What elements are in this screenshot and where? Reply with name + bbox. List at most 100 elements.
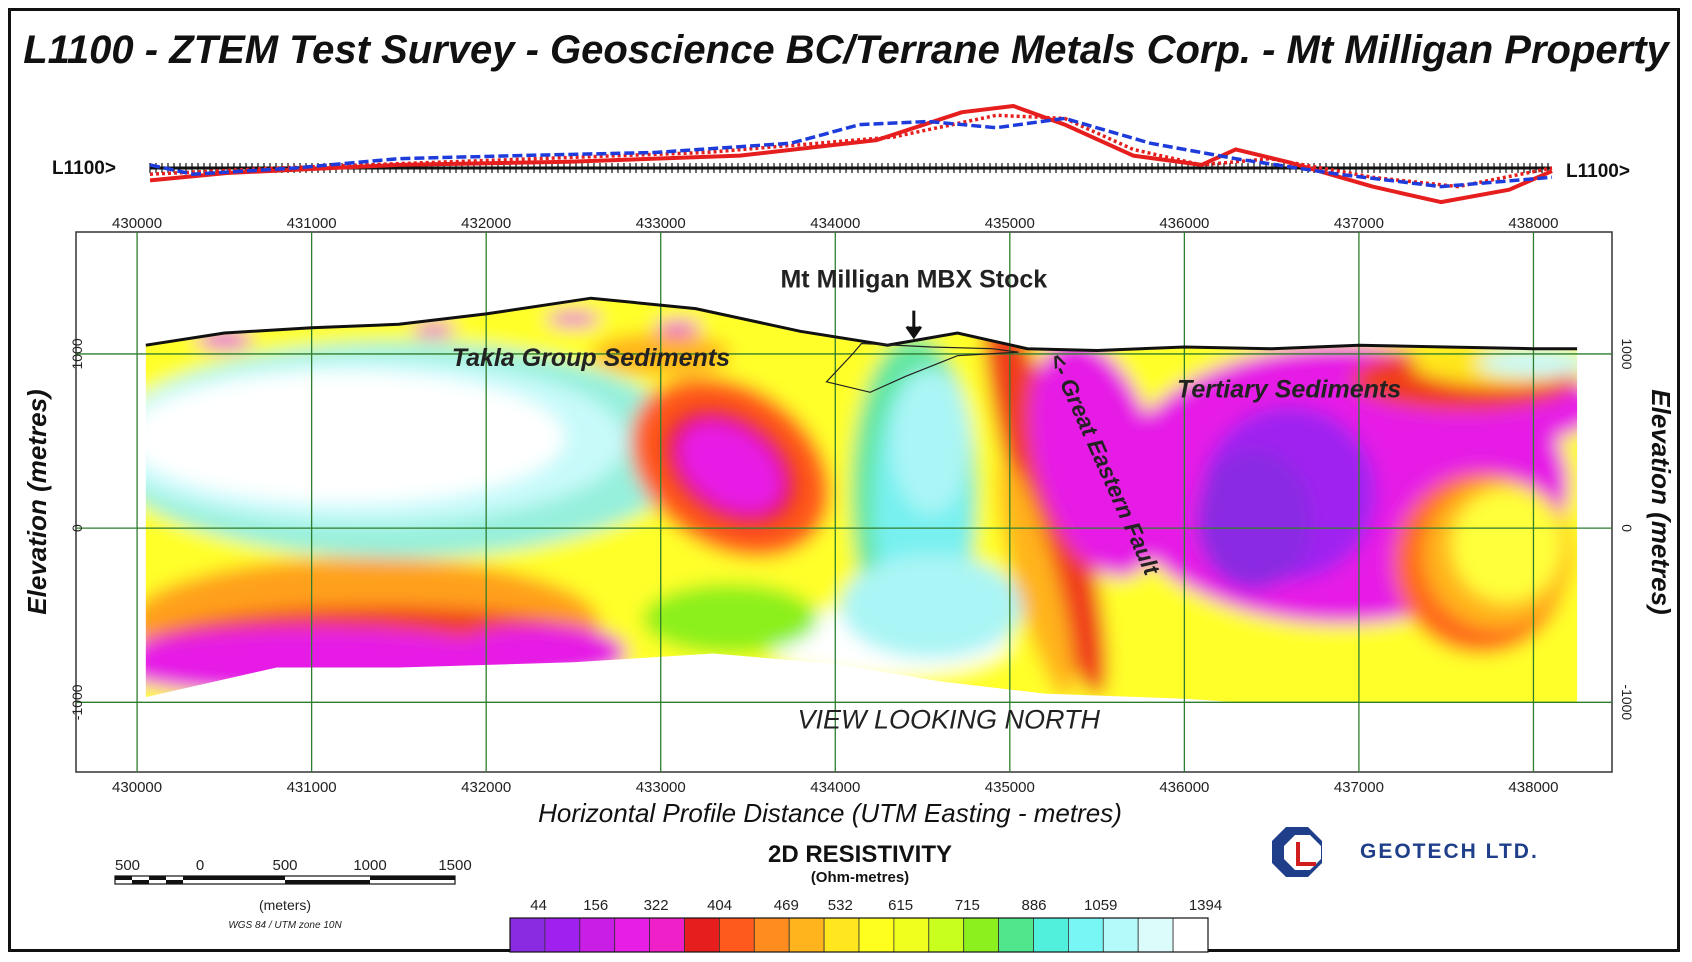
x-tick-label-top: 436000 [1159,215,1209,232]
top-x-tick-labels: 430000 431000 432000 433000 434000 435000 4360… [112,215,1558,232]
scale-bar-tick-label: 1500 [438,857,471,874]
scale-bar-tick-label: 1000 [353,857,386,874]
colorbar-tick-label: 156 [583,897,608,914]
colorbar-swatch [963,917,1000,953]
figure-title: L1100 - ZTEM Test Survey - Geoscience BC… [23,28,1669,72]
scale-bar-tick-label: 500 [272,857,297,874]
scale-bar-segment [166,880,183,884]
colorbar-swatch [1172,917,1209,953]
y-tick-label-left: -1000 [69,684,85,720]
colorbar-swatch [893,917,930,953]
x-tick-label-bottom: 438000 [1508,779,1558,796]
y-tick-label-left: 0 [69,524,85,532]
colorbar-swatch [509,917,546,953]
resistivity-blob [891,367,972,515]
mbx-stock-arrow [905,310,923,340]
x-tick-label-bottom: 434000 [810,779,860,796]
ztem-profile: L1100> L1100> [52,104,1630,205]
colorbar-tick-label: 44 [530,897,547,914]
line-label-right: L1100> [1566,161,1630,182]
scale-bar-segment [115,876,132,880]
resistivity-blob [1030,339,1165,578]
view-label: VIEW LOOKING NORTH [797,704,1100,734]
logo-red-mark [1296,842,1316,866]
x-tick-label-bottom: 430000 [112,779,162,796]
scale-bar-segment [285,880,370,884]
resistivity-blob [145,371,565,504]
profile-curves [149,104,1553,205]
colorbar-swatch [684,917,720,953]
x-tick-label-top: 430000 [112,215,162,232]
colorbar-tick-label: 615 [888,897,913,914]
x-tick-label-top: 434000 [810,215,860,232]
x-tick-label-bottom: 431000 [287,779,337,796]
resistivity-legend-unit: (Ohm-metres) [811,869,909,886]
logo-octagon-inner [1284,835,1321,870]
colorbar-swatch [858,917,895,953]
resistivity-blob [1196,449,1312,590]
y-tick-label-left: 1000 [69,338,85,369]
colorbar-swatch [753,917,790,953]
colorbar-swatch [719,917,755,953]
map-scale-projection: WGS 84 / UTM zone 10N [228,920,342,931]
colorbar-swatch [1068,917,1104,953]
resistivity-tick-labels: 44 156 322 404 469 532 615 715 886 1059 1394 [530,897,1222,914]
colorbar-swatch [788,917,825,953]
colorbar-swatch [928,917,965,953]
x-tick-label-top: 431000 [287,215,337,232]
x-tick-label-top: 437000 [1334,215,1384,232]
x-tick-label-top: 435000 [985,215,1035,232]
colorbar-tick-label: 404 [707,897,732,914]
annotation-label: Takla Group Sediments [452,344,730,372]
scale-bar-segment [132,880,149,884]
map-scale-unit: (meters) [259,897,311,913]
x-tick-label-bottom: 436000 [1159,779,1209,796]
y-tick-label-right: -1000 [1619,684,1635,720]
resistivity-colorbar [509,917,1209,953]
mbx-stock-outline [825,342,1019,393]
resistivity-blob [1451,488,1564,604]
y-axis-label-left: Elevation (metres) [22,389,52,614]
right-y-tick-labels: 1000 0 -1000 [1619,338,1635,720]
colorbar-swatch [998,917,1034,953]
colorbar-frame [509,917,1209,953]
x-tick-label-top: 433000 [636,215,686,232]
scale-bar-segment [200,876,285,880]
resistivity-blob [643,583,818,654]
x-tick-label-bottom: 432000 [461,779,511,796]
logo-name: GEOTECH LTD. [1360,840,1539,863]
scale-bar-segment [370,876,455,880]
geotech-logo: GEOTECH LTD. [1272,827,1539,877]
colorbar-tick-label: 1059 [1084,897,1117,914]
annotation-label: Mt Milligan MBX Stock [780,266,1047,294]
x-tick-label-bottom: 435000 [985,779,1035,796]
resistivity-blob [998,462,1074,699]
colorbar-swatch [1137,917,1174,953]
colorbar-swatch [1102,917,1139,953]
colorbar-swatch [649,917,685,953]
x-tick-label-bottom: 437000 [1334,779,1384,796]
x-tick-label-top: 432000 [461,215,511,232]
colorbar-tick-label: 1394 [1189,897,1222,914]
y-axis-label-right: Elevation (metres) [1646,389,1676,614]
surface-conductor-patch [547,312,600,327]
bottom-x-tick-labels: 430000 431000 432000 433000 434000 435000 4360… [112,779,1558,796]
x-axis-label: Horizontal Profile Distance (UTM Easting… [538,798,1122,828]
surface-conductor-patch [412,322,455,337]
x-tick-label-bottom: 433000 [636,779,686,796]
y-tick-label-right: 1000 [1619,338,1635,369]
topography-line [145,296,1578,353]
profile-curve [149,116,1553,189]
colorbar-swatch [614,917,651,953]
colorbar-swatch [579,917,616,953]
scale-bar-segment [183,876,200,880]
line-label-left: L1100> [52,158,116,179]
colorbar-swatch [544,917,581,953]
annotation-label: Tertiary Sediments [1177,375,1401,403]
resistivity-blob [840,554,1023,659]
y-tick-label-right: 0 [1619,524,1635,532]
resistivity-legend-title: 2D RESISTIVITY [768,841,952,868]
scale-bar-tick-label: 500 [115,857,140,874]
